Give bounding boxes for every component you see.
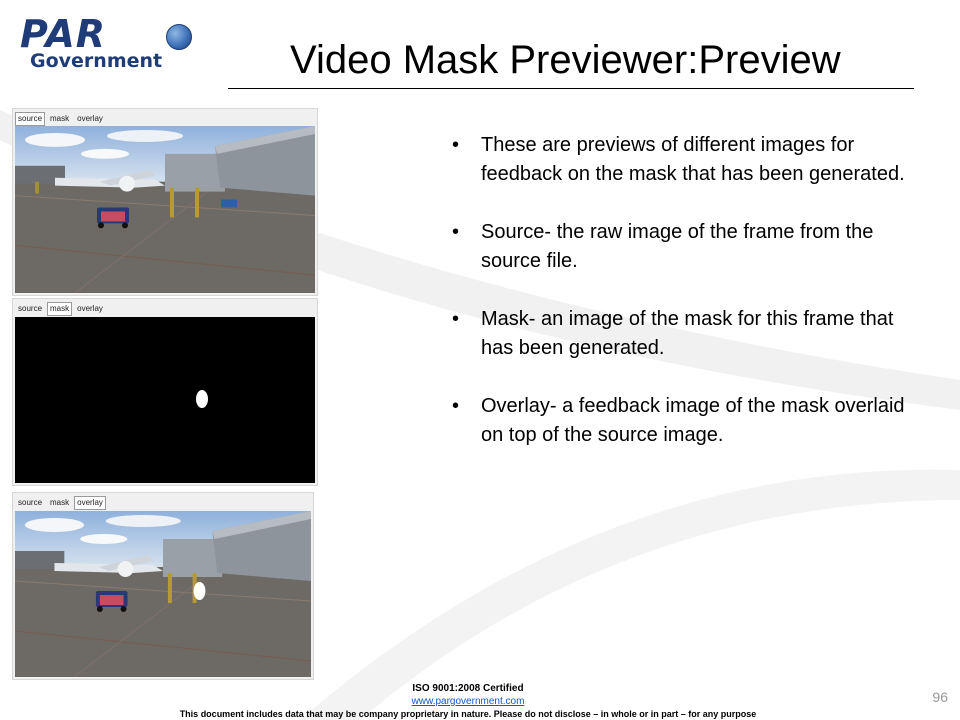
website-link[interactable]: www.pargovernment.com (411, 696, 525, 707)
preview-tabs: source mask overlay (15, 302, 106, 316)
preview-tabs: source mask overlay (15, 112, 106, 126)
tab-mask[interactable]: mask (47, 302, 73, 316)
source-preview-panel: source mask overlay (12, 108, 318, 296)
tab-overlay[interactable]: overlay (77, 304, 103, 313)
bullet-item: • Overlay- a feedback image of the mask o… (452, 395, 905, 446)
source-image (15, 126, 315, 293)
tab-overlay[interactable]: overlay (77, 114, 103, 123)
tab-mask[interactable]: mask (50, 114, 70, 123)
tab-overlay[interactable]: overlay (74, 496, 106, 510)
company-logo: PAR Government (20, 12, 200, 76)
tab-source[interactable]: source (18, 498, 43, 507)
globe-icon (166, 24, 192, 50)
bullet-item: • Mask- an image of the mask for this fra… (452, 308, 894, 359)
slide-title: Video Mask Previewer:Preview (290, 38, 841, 82)
description-bullets: • These are previews of different images … (452, 131, 922, 479)
logo-government-text: Government (30, 50, 163, 72)
overlay-image (15, 511, 311, 677)
tab-mask[interactable]: mask (50, 498, 70, 507)
mask-blob (196, 390, 208, 408)
mask-preview-panel: source mask overlay (12, 298, 318, 486)
preview-tabs: source mask overlay (15, 496, 106, 510)
logo-par-text: PAR (20, 12, 107, 56)
title-underline (228, 88, 914, 89)
proprietary-disclaimer: This document includes data that may be … (179, 709, 757, 719)
mask-image (15, 317, 315, 483)
tab-source[interactable]: source (18, 304, 43, 313)
tab-source[interactable]: source (15, 112, 46, 126)
overlay-preview-panel: source mask overlay (12, 492, 314, 680)
iso-certification: ISO 9001:2008 Certified (412, 683, 524, 694)
bullet-item: • These are previews of different images … (452, 134, 905, 185)
overlay-mask-blob (193, 582, 206, 600)
bullet-item: • Source- the raw image of the frame from… (452, 221, 874, 272)
page-number: 96 (932, 689, 948, 705)
